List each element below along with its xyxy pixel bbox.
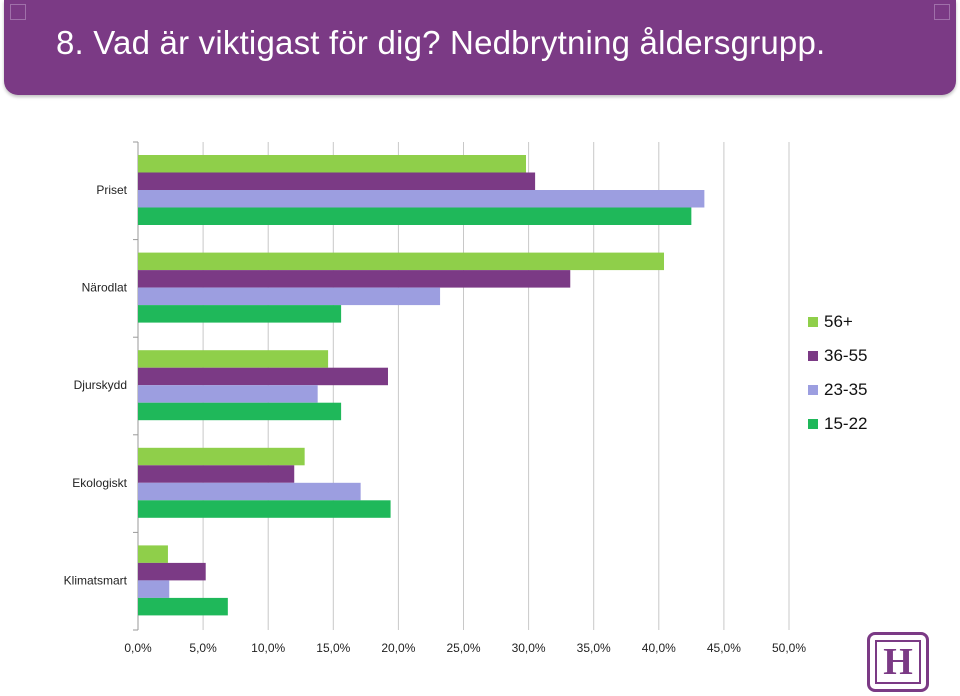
x-tick-label: 40,0%	[642, 641, 676, 655]
bar	[138, 305, 342, 323]
x-tick-label: 15,0%	[316, 641, 350, 655]
bar	[138, 580, 170, 598]
legend-swatch	[808, 419, 818, 429]
category-label: Djurskydd	[74, 378, 127, 392]
bar	[138, 367, 388, 386]
legend-swatch	[808, 351, 818, 361]
category-label: Ekologiskt	[72, 476, 127, 490]
bar	[138, 270, 571, 288]
x-tick-label: 20,0%	[381, 641, 415, 655]
bar	[138, 252, 665, 271]
title-bar: 8. Vad är viktigast för dig? Nedbrytning…	[4, 0, 956, 95]
category-label: Närodlat	[82, 281, 128, 295]
bar	[138, 562, 206, 581]
legend-label: 36-55	[824, 346, 867, 365]
h-logo-letter: H	[875, 640, 921, 684]
bar	[138, 155, 526, 173]
bar	[138, 207, 692, 225]
x-tick-label: 50,0%	[772, 641, 806, 655]
corner-mark-left	[10, 4, 26, 20]
x-tick-label: 5,0%	[189, 641, 217, 655]
bar	[138, 482, 361, 501]
bar	[138, 500, 391, 518]
x-tick-label: 10,0%	[251, 641, 285, 655]
bar	[138, 402, 342, 421]
bar	[138, 447, 305, 466]
slide-title: 8. Vad är viktigast för dig? Nedbrytning…	[56, 24, 826, 61]
x-tick-label: 45,0%	[707, 641, 741, 655]
category-label: Priset	[96, 183, 127, 197]
bar	[138, 545, 168, 563]
legend-swatch	[808, 317, 818, 327]
bar	[138, 597, 228, 616]
bar	[138, 190, 705, 208]
x-tick-label: 25,0%	[446, 641, 480, 655]
x-tick-label: 0,0%	[124, 641, 152, 655]
bar	[138, 172, 536, 190]
x-tick-label: 30,0%	[512, 641, 546, 655]
legend-label: 23-35	[824, 380, 867, 399]
legend-label: 56+	[824, 312, 853, 331]
bar	[138, 350, 329, 368]
category-label: Klimatsmart	[64, 573, 128, 587]
bar	[138, 465, 295, 483]
legend-swatch	[808, 385, 818, 395]
h-logo: H	[867, 632, 929, 692]
bar	[138, 287, 441, 306]
x-tick-label: 35,0%	[577, 641, 611, 655]
bar	[138, 385, 318, 403]
legend-label: 15-22	[824, 414, 867, 433]
corner-mark-right	[934, 4, 950, 20]
